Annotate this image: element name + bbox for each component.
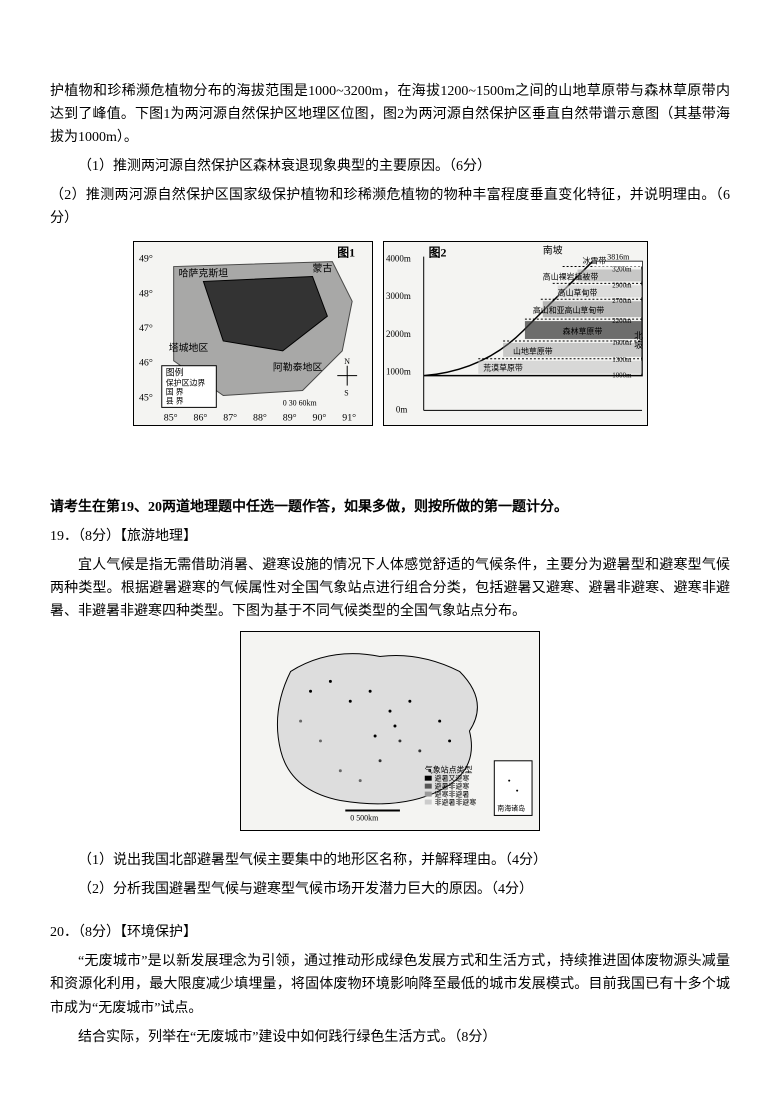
zone-label: 森林草原带: [562, 326, 602, 336]
zone-label: 高山和亚高山草甸带: [532, 305, 603, 315]
y-tick: 3000m: [385, 291, 410, 301]
lon-tick: 89°: [282, 412, 296, 423]
q19-sub2: （2）分析我国避暑型气候与避寒型气候市场开发潜力巨大的原因。（4分）: [50, 878, 730, 901]
legend-item: 避寒非避暑: [435, 790, 470, 799]
legend-swatch: [425, 776, 432, 781]
zone-label: 高山草甸带: [557, 287, 597, 297]
legend-title: 气象站点类型: [425, 765, 473, 775]
figure-row-1: 图1 49° 48° 47° 46° 45° 85° 86° 87° 88° 8…: [50, 241, 730, 426]
lat-tick: 49°: [138, 253, 152, 264]
figure-q19-china-map: 气象站点类型 避暑又避寒 避暑非避寒 避寒非避暑 非避暑非避寒 0 500km …: [240, 631, 540, 831]
elev-mark: 1600m: [612, 338, 632, 346]
lat-tick: 45°: [138, 392, 152, 403]
lon-tick: 86°: [193, 412, 207, 423]
lon-tick: 85°: [163, 412, 177, 423]
q18-sub2: （2）推测两河源自然保护区国家级保护植物和珍稀濒危植物的物种丰富程度垂直变化特征…: [50, 184, 730, 230]
y-tick: 2000m: [385, 329, 410, 339]
legend-swatch: [425, 792, 432, 797]
legend-title: 图例: [165, 366, 183, 377]
lon-tick: 87°: [223, 412, 237, 423]
figure-1-map: 图1 49° 48° 47° 46° 45° 85° 86° 87° 88° 8…: [133, 241, 373, 426]
elev-mark: 2900m: [612, 281, 632, 289]
lat-tick: 47°: [138, 323, 152, 334]
q20-body: “无废城市”是以新发展理念为引领，通过推动形成绿色发展方式和生活方式，持续推进固…: [50, 950, 730, 1019]
q19-sub1: （1）说出我国北部避暑型气候主要集中的地形区名称，并解释理由。（4分）: [50, 849, 730, 872]
elev-mark: 2700m: [612, 297, 632, 305]
legend-swatch: [425, 800, 432, 805]
scale-label: 0 500km: [350, 813, 379, 822]
q19-header: 19．（8分）【旅游地理】: [50, 525, 730, 548]
right-label: 北坡: [633, 330, 643, 349]
inset-label: 南海诸岛: [497, 803, 525, 812]
legend-item: 避暑非避寒: [435, 782, 470, 791]
lon-tick: 91°: [342, 412, 356, 423]
place-label: 塔城地区: [168, 340, 208, 353]
place-label: 阿勒泰地区: [272, 360, 322, 373]
elev-mark: 3816m: [607, 252, 630, 261]
zone-label: 荒漠草原带: [483, 362, 523, 372]
q18-intro: 护植物和珍稀濒危植物分布的海拔范围是1000~3200m，在海拔1200~150…: [50, 80, 730, 149]
lon-tick: 88°: [253, 412, 267, 423]
legend-item: 避暑又避寒: [435, 774, 470, 783]
q20-sub1: 结合实际，列举在“无废城市”建设中如何践行绿色生活方式。（8分）: [50, 1026, 730, 1049]
q20-header: 20．（8分）【环境保护】: [50, 921, 730, 944]
place-label: 哈萨克斯坦: [178, 266, 228, 279]
q19-body: 宜人气候是指无需借助消暑、避寒设施的情况下人体感觉舒适的气候条件，主要分为避暑型…: [50, 554, 730, 623]
lat-tick: 46°: [138, 357, 152, 368]
legend-item: 非避暑非避寒: [435, 798, 477, 807]
legend-swatch: [425, 784, 432, 789]
zone-label: 高山裸岩植被带: [542, 271, 598, 281]
elev-mark: 3200m: [612, 265, 632, 273]
elev-mark: 1000m: [612, 371, 632, 379]
scale-bar: 0 30 60km: [282, 398, 317, 407]
legend-item: 保护区边界: [165, 377, 205, 387]
q18-sub1: （1）推测两河源自然保护区森林衰退现象典型的主要原因。（6分）: [50, 155, 730, 178]
y-tick: 4000m: [385, 253, 410, 263]
elev-mark: 1300m: [612, 355, 632, 363]
svg-text:S: S: [344, 388, 348, 397]
compass-icon: N S: [337, 356, 357, 397]
y-tick: 1000m: [385, 366, 410, 376]
lat-tick: 48°: [138, 288, 152, 299]
zone-label: 山地草原带: [513, 345, 553, 355]
zone-label: 冰雪带: [582, 255, 606, 265]
svg-text:N: N: [344, 356, 350, 365]
figure-2-zones: 图2 南坡 4000m 3000m 2000m 1000m 0m: [383, 241, 648, 426]
legend-item: 县 界: [165, 396, 183, 405]
place-label: 蒙古: [312, 261, 332, 274]
legend-item: 国 界: [165, 387, 183, 396]
lon-tick: 90°: [312, 412, 326, 423]
fig2-label: 图2: [428, 245, 446, 259]
fig1-label: 图1: [337, 245, 355, 259]
y-tick: 0m: [395, 404, 406, 414]
side-label: 南坡: [542, 243, 562, 256]
elev-mark: 2200m: [612, 317, 632, 325]
choice-instruction: 请考生在第19、20两道地理题中任选一题作答，如果多做，则按所做的第一题计分。: [50, 496, 730, 519]
